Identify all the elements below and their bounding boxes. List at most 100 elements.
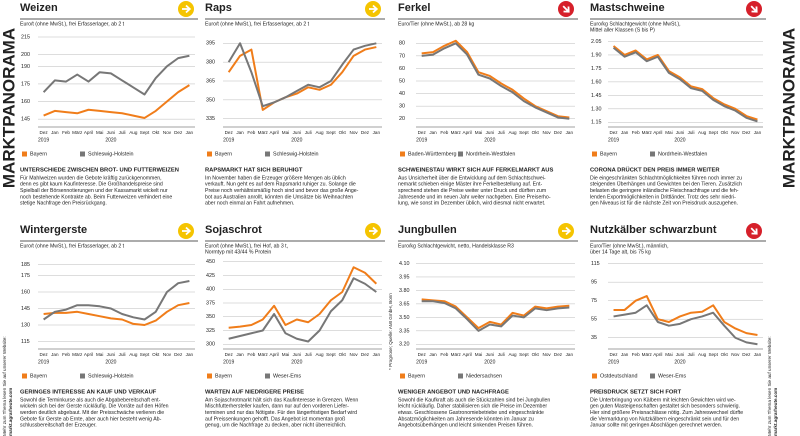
article-line: Die Unterbringung von Kälbern mit leicht… [590, 397, 736, 403]
legend-label: Niedersachsen [466, 373, 502, 379]
x-tick-label: Dez [554, 352, 563, 357]
trend-arrow [182, 4, 192, 14]
trend-arrow [562, 5, 570, 13]
legend-label: Bayern [30, 151, 47, 157]
trend-arrow [750, 5, 758, 13]
article-line: werden deutlich abgebaut. Mit der Preiss… [20, 410, 164, 416]
website-note: Mehr zum Thema lesen Sie auf unserer Web… [2, 336, 7, 436]
x-tick-label: Juni [486, 130, 494, 135]
x-tick-label: Jan [754, 352, 762, 357]
legend-swatch [22, 151, 27, 157]
x-tick-label: April [270, 130, 279, 135]
article-line: Spielball der Börsennotierungen und der … [20, 188, 168, 194]
x-tick-label: Nov [350, 352, 359, 357]
series-line [227, 46, 377, 111]
legend-swatch [80, 151, 85, 157]
y-tick-label: 115 [591, 261, 600, 267]
article-line: Für Mahlweizen wurden die Gebote kräftig… [20, 175, 162, 181]
x-tick-label: Juli [119, 130, 126, 135]
x-tick-label: April [84, 130, 93, 135]
article-heading: RAPSMARKT HAT SICH BERUHIGT [205, 168, 303, 174]
series-line [421, 42, 570, 120]
trend-arrow [369, 226, 379, 236]
x-tick-label: März [72, 130, 83, 135]
series-line [43, 84, 190, 119]
article-heading: UNTERSCHIEDE ZWISCHEN BROT- UND FUTTERWE… [20, 168, 179, 174]
article-line: Im November haben die Erzeuger größere M… [205, 175, 346, 181]
x-tick-label: Mai [475, 130, 482, 135]
x-tick-label: Juni [293, 352, 301, 357]
x-tick-label: Jan [429, 130, 437, 135]
article-line: denn es gibt kaum Kaufinteresse. Die Gro… [20, 182, 163, 188]
legend-swatch [22, 373, 27, 379]
year-label: 2020 [291, 137, 302, 143]
year-label: 2020 [105, 359, 116, 365]
x-tick-label: Okt [721, 352, 729, 357]
x-tick-label: Aug [129, 352, 138, 357]
article-line: Angebotsüberhängen und leicht sinkenden … [398, 423, 533, 429]
series-line [42, 54, 190, 96]
legend-label: Bayern [408, 373, 425, 379]
x-tick-label: Mai [475, 352, 482, 357]
series-line [43, 280, 190, 321]
article-line: belasten die geringere inländische Fleis… [590, 188, 739, 194]
x-tick-label: Juni [676, 352, 684, 357]
x-tick-label: Jan [429, 352, 437, 357]
legend-swatch [650, 373, 655, 379]
panel-title: Wintergerste [20, 224, 87, 236]
y-tick-label: 350 [206, 314, 215, 320]
x-tick-label: Mai [282, 130, 289, 135]
series-line [421, 39, 570, 119]
series-line [228, 266, 378, 329]
x-tick-label: Jan [621, 130, 629, 135]
panel-title: Raps [205, 2, 232, 14]
article-line: sprechend stehen die Preise weiter unter… [398, 188, 546, 194]
series-line [421, 298, 570, 330]
article-heading: WENIGER ANGEBOT UND NACHFRAGE [398, 390, 509, 396]
x-tick-label: Okt [339, 130, 347, 135]
legend-label: Bayern [30, 373, 47, 379]
y-tick-label: 395 [206, 41, 215, 47]
x-tick-label: Jan [373, 130, 381, 135]
x-tick-label: Okt [721, 130, 729, 135]
article-line: Sowohl die Terminkurse als auch die Abga… [20, 397, 161, 403]
x-tick-label: Dez [418, 352, 427, 357]
y-tick-label: 70 [399, 53, 405, 59]
y-tick-label: 1.60 [591, 79, 602, 85]
x-tick-label: Juli [305, 130, 312, 135]
legend-label: Weser-Ems [658, 373, 686, 379]
series-line [227, 42, 377, 108]
legend-label: Schleswig-Holstein [273, 151, 319, 157]
y-tick-label: 380 [206, 60, 215, 66]
y-tick-label: 350 [206, 97, 215, 103]
year-label: 2019 [416, 137, 427, 143]
panel-subtitle: Euro/Tier (ohne MwSt.), männlich, [590, 243, 669, 249]
legend-label: Baden-Württemberg [408, 151, 457, 157]
article-line: noch bestehende Kontrakte ab. Beim Futte… [20, 194, 172, 200]
article-line: die Vermarktung von Nutzkälbern eingesch… [590, 416, 739, 422]
x-tick-label: Nov [163, 352, 172, 357]
y-tick-label: 1.15 [591, 120, 602, 126]
x-tick-label: Jan [236, 130, 244, 135]
x-tick-label: Dez [361, 352, 370, 357]
x-tick-label: Dez [361, 130, 370, 135]
y-tick-label: 1.45 [591, 93, 602, 99]
article-heading: SCHWEINESTAU WIRKT SICH AUF FERKELMARKT … [398, 168, 553, 174]
article-line: steigenden Überhängen und Gewichten bei … [590, 181, 742, 188]
x-tick-label: Dez [40, 130, 49, 135]
x-tick-label: Juli [688, 130, 695, 135]
y-tick-label: 60 [399, 66, 405, 72]
y-tick-label: 3.50 [399, 315, 410, 321]
x-tick-label: Dez [40, 352, 49, 357]
y-tick-label: 30 [399, 104, 405, 110]
trend-arrow [369, 4, 379, 14]
y-tick-label: 2.05 [591, 39, 602, 45]
year-label: 2019 [608, 137, 619, 143]
y-tick-label: 145 [21, 117, 30, 123]
legend-label: Ostdeutschland [600, 373, 637, 379]
x-tick-label: Dez [225, 352, 234, 357]
legend-swatch [592, 373, 597, 379]
legend-label: Bayern [215, 373, 232, 379]
series-line [613, 295, 758, 336]
x-tick-label: Mai [665, 352, 672, 357]
